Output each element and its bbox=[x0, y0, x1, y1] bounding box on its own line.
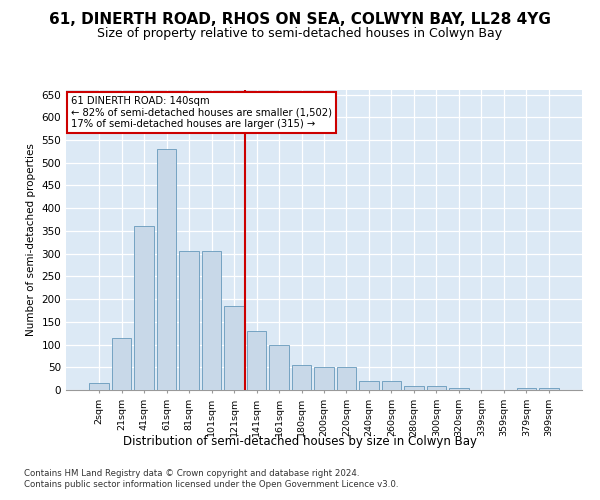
Bar bbox=[539, 388, 559, 390]
Bar bbox=[427, 386, 446, 390]
Bar bbox=[157, 149, 176, 390]
Text: Contains HM Land Registry data © Crown copyright and database right 2024.: Contains HM Land Registry data © Crown c… bbox=[24, 468, 359, 477]
Bar bbox=[382, 381, 401, 390]
Bar bbox=[517, 388, 536, 390]
Bar bbox=[179, 252, 199, 390]
Bar bbox=[359, 381, 379, 390]
Bar bbox=[314, 368, 334, 390]
Bar bbox=[112, 338, 131, 390]
Bar bbox=[247, 331, 266, 390]
Bar bbox=[337, 368, 356, 390]
Bar bbox=[269, 344, 289, 390]
Text: 61, DINERTH ROAD, RHOS ON SEA, COLWYN BAY, LL28 4YG: 61, DINERTH ROAD, RHOS ON SEA, COLWYN BA… bbox=[49, 12, 551, 28]
Bar bbox=[449, 388, 469, 390]
Y-axis label: Number of semi-detached properties: Number of semi-detached properties bbox=[26, 144, 36, 336]
Bar bbox=[404, 386, 424, 390]
Text: Contains public sector information licensed under the Open Government Licence v3: Contains public sector information licen… bbox=[24, 480, 398, 489]
Bar bbox=[292, 365, 311, 390]
Bar bbox=[134, 226, 154, 390]
Text: Size of property relative to semi-detached houses in Colwyn Bay: Size of property relative to semi-detach… bbox=[97, 28, 503, 40]
Bar bbox=[224, 306, 244, 390]
Text: Distribution of semi-detached houses by size in Colwyn Bay: Distribution of semi-detached houses by … bbox=[123, 435, 477, 448]
Text: 61 DINERTH ROAD: 140sqm
← 82% of semi-detached houses are smaller (1,502)
17% of: 61 DINERTH ROAD: 140sqm ← 82% of semi-de… bbox=[71, 96, 332, 129]
Bar bbox=[202, 252, 221, 390]
Bar bbox=[89, 383, 109, 390]
